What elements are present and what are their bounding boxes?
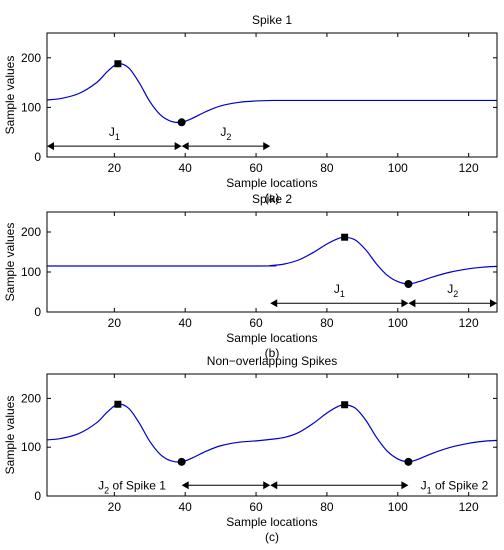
- interval-annotation: J1 of Spike 2: [421, 478, 489, 495]
- peak-marker: [114, 60, 122, 68]
- peak-marker: [341, 233, 349, 241]
- figure-caption: (c): [265, 530, 279, 544]
- interval-arrow-1: [181, 481, 271, 490]
- axes-frame: [46, 373, 498, 497]
- y-axis-label: Sample values: [3, 396, 17, 475]
- x-axis-label: Sample locations: [226, 515, 317, 529]
- interval-label: J2: [447, 282, 458, 299]
- x-tick-label: 60: [249, 316, 263, 330]
- x-tick-label: 20: [108, 161, 122, 175]
- chart-title: Spike 1: [252, 13, 292, 27]
- x-tick-label: 120: [459, 500, 479, 514]
- y-tick-label: 200: [21, 391, 41, 405]
- arrow-head-left: [181, 142, 189, 151]
- y-tick-label: 100: [21, 440, 41, 454]
- trough-marker: [404, 457, 413, 466]
- chart-panel-3: Non−overlapping Spikes Sample locations(c…: [3, 354, 498, 544]
- interval-label: J2: [220, 125, 231, 142]
- y-axis-label: Sample values: [3, 56, 17, 135]
- chart-panel-1: Spike 1 Sample locations(a) Sample values 2…: [3, 13, 498, 205]
- x-tick-label: 80: [320, 316, 334, 330]
- interval-annotation: J2 of Spike 1: [98, 478, 166, 495]
- y-tick-label: 100: [21, 265, 41, 279]
- peak-marker: [341, 401, 349, 409]
- arrow-head-left: [270, 299, 278, 308]
- y-tick-label: 100: [21, 100, 41, 114]
- y-tick-label: 0: [34, 150, 41, 164]
- figure-caption: (b): [265, 346, 280, 360]
- interval-arrow-2: J2: [408, 282, 497, 308]
- series-line-1: [46, 63, 497, 124]
- chart-title: Non−overlapping Spikes: [207, 354, 337, 368]
- x-tick-label: 100: [388, 500, 408, 514]
- axes-frame: [46, 211, 498, 313]
- chart-title: Spike 2: [252, 192, 292, 206]
- arrow-head-right: [401, 481, 409, 490]
- series-line-1: [46, 236, 498, 285]
- arrow-head-right: [401, 299, 409, 308]
- interval-label: J1: [334, 282, 345, 299]
- peak-marker: [114, 400, 122, 408]
- figure-caption: (a): [265, 191, 280, 205]
- arrow-head-left: [47, 142, 54, 151]
- x-tick-label: 20: [108, 500, 122, 514]
- y-tick-label: 200: [21, 51, 41, 65]
- arrow-head-left: [270, 481, 278, 490]
- trough-marker: [177, 457, 186, 466]
- x-tick-label: 120: [459, 316, 479, 330]
- series-line-1: [46, 403, 498, 463]
- axes-frame: [46, 32, 498, 158]
- arrow-head-right: [263, 142, 271, 151]
- arrow-head-left: [181, 481, 189, 490]
- x-tick-label: 60: [249, 161, 263, 175]
- chart-panel-2: Spike 2 Sample locations(b) Sample values 2…: [3, 192, 498, 360]
- y-axis-label: Sample values: [3, 223, 17, 302]
- interval-arrow-1: J1: [270, 282, 409, 308]
- interval-arrow-2: [270, 481, 409, 490]
- x-tick-label: 40: [179, 500, 193, 514]
- x-tick-label: 20: [108, 316, 122, 330]
- trough-marker: [404, 280, 413, 288]
- x-axis-label: Sample locations: [226, 331, 317, 345]
- arrow-head-right: [174, 142, 182, 151]
- x-tick-label: 40: [179, 316, 193, 330]
- y-tick-label: 200: [21, 225, 41, 239]
- interval-arrow-2: J2: [181, 125, 271, 151]
- x-tick-label: 60: [249, 500, 263, 514]
- x-tick-label: 120: [459, 161, 479, 175]
- x-tick-label: 80: [320, 161, 334, 175]
- x-axis-label: Sample locations: [226, 176, 317, 190]
- trough-marker: [177, 118, 186, 127]
- x-tick-label: 100: [388, 316, 408, 330]
- x-tick-label: 40: [179, 161, 193, 175]
- interval-arrow-1: J1: [47, 125, 182, 151]
- interval-label: J1: [109, 125, 120, 142]
- x-tick-label: 100: [388, 161, 408, 175]
- arrow-head-right: [490, 299, 497, 308]
- x-tick-label: 80: [320, 500, 334, 514]
- arrow-head-right: [263, 481, 271, 490]
- y-tick-label: 0: [34, 489, 41, 503]
- arrow-head-left: [408, 299, 416, 308]
- y-tick-label: 0: [34, 305, 41, 319]
